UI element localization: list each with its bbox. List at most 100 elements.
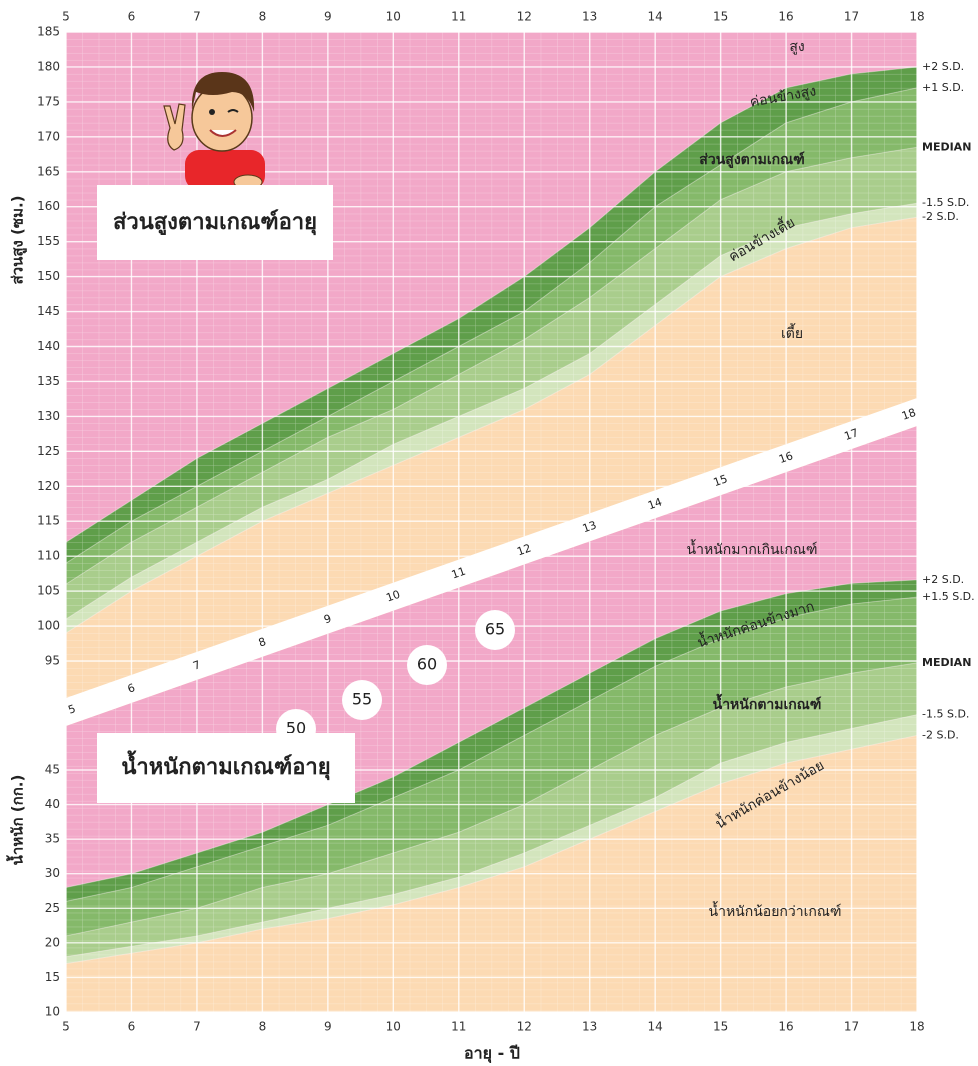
x-tick-label: 11 bbox=[451, 1020, 466, 1034]
x-tick-label: 13 bbox=[582, 1020, 597, 1034]
y-tick-label: 40 bbox=[45, 797, 60, 811]
legend-label: +1.5 S.D. bbox=[922, 590, 975, 603]
sd-curve bbox=[65, 714, 918, 958]
strip-label: 13 bbox=[581, 518, 599, 535]
weight-circle-label: 65 bbox=[485, 620, 505, 639]
y-tick-label: 115 bbox=[37, 514, 60, 528]
y-tick-label: 105 bbox=[37, 584, 60, 598]
legend-label: -2 S.D. bbox=[922, 210, 959, 223]
strip-label: 7 bbox=[191, 658, 202, 673]
x-tick-label: 17 bbox=[844, 10, 859, 24]
y-tick-label: 175 bbox=[37, 94, 60, 108]
y-tick-label: 165 bbox=[37, 164, 60, 178]
x-tick-label: 16 bbox=[778, 10, 793, 24]
y-tick-label: 180 bbox=[37, 59, 60, 73]
x-tick-label: 10 bbox=[386, 1020, 401, 1034]
x-tick-label: 10 bbox=[386, 10, 401, 24]
y-tick-label: 45 bbox=[45, 763, 60, 777]
zone-label: น้ำหนักมากเกินเกณฑ์ bbox=[687, 539, 818, 558]
x-tick-label: 17 bbox=[844, 1020, 859, 1034]
sd-curve bbox=[65, 66, 918, 543]
y-tick-label: 160 bbox=[37, 199, 60, 213]
weight-title: น้ำหนักตามเกณฑ์อายุ bbox=[121, 750, 330, 781]
strip-label: 12 bbox=[515, 542, 533, 559]
weight-circle bbox=[407, 645, 447, 685]
sd-curve bbox=[65, 596, 918, 902]
weight-circle bbox=[475, 610, 515, 650]
y-tick-label: 25 bbox=[45, 901, 60, 915]
strip-label: 6 bbox=[126, 681, 137, 696]
zone-label: น้ำหนักน้อยกว่าเกณฑ์ bbox=[709, 901, 842, 920]
legend-label: +2 S.D. bbox=[922, 573, 964, 586]
y-tick-label: 170 bbox=[37, 129, 60, 143]
sd-curve bbox=[65, 87, 918, 564]
x-tick-label: 6 bbox=[128, 10, 136, 24]
strip-label: 17 bbox=[843, 426, 861, 443]
legend-label: +1 S.D. bbox=[922, 81, 964, 94]
x-tick-label: 13 bbox=[582, 10, 597, 24]
strip-label: 15 bbox=[712, 472, 730, 489]
x-tick-label: 16 bbox=[778, 1020, 793, 1034]
x-tick-label: 9 bbox=[324, 10, 332, 24]
y-tick-label: 10 bbox=[45, 1005, 60, 1019]
y-tick-label: 20 bbox=[45, 935, 60, 949]
x-tick-label: 9 bbox=[324, 1020, 332, 1034]
height-axis-label: ส่วนสูง (ซม.) bbox=[9, 195, 28, 284]
y-tick-label: 30 bbox=[45, 866, 60, 880]
sd-curve bbox=[65, 216, 918, 634]
x-tick-label: 14 bbox=[648, 1020, 663, 1034]
height-title-box bbox=[97, 185, 333, 260]
x-tick-label: 15 bbox=[713, 1020, 728, 1034]
x-axis-label: อายุ - ปี bbox=[464, 1044, 520, 1064]
weight-title-box bbox=[97, 733, 355, 803]
y-tick-label: 145 bbox=[37, 304, 60, 318]
zone-label: สูง bbox=[789, 39, 804, 55]
white-strip bbox=[66, 398, 917, 726]
x-tick-label: 5 bbox=[62, 1020, 70, 1034]
strip-label: 8 bbox=[257, 635, 268, 650]
y-tick-label: 100 bbox=[37, 619, 60, 633]
weight-circle-label: 55 bbox=[352, 690, 372, 709]
x-tick-label: 18 bbox=[909, 1020, 924, 1034]
strip-label: 14 bbox=[646, 495, 664, 512]
sd-curve bbox=[65, 662, 918, 937]
y-tick-label: 185 bbox=[37, 25, 60, 39]
legend-label: MEDIAN bbox=[922, 140, 971, 153]
x-tick-label: 6 bbox=[128, 1020, 136, 1034]
strip-label: 5 bbox=[66, 702, 77, 717]
y-tick-label: 15 bbox=[45, 970, 60, 984]
x-tick-label: 15 bbox=[713, 10, 728, 24]
legend-label: -1.5 S.D. bbox=[922, 196, 969, 209]
strip-label: 16 bbox=[777, 449, 795, 466]
legend-label: MEDIAN bbox=[922, 656, 971, 669]
legend-label: +2 S.D. bbox=[922, 60, 964, 73]
x-tick-label: 14 bbox=[648, 10, 663, 24]
x-tick-label: 8 bbox=[259, 10, 267, 24]
y-tick-label: 150 bbox=[37, 269, 60, 283]
zone-label: ส่วนสูงตามเกณฑ์ bbox=[699, 151, 804, 168]
y-tick-label: 155 bbox=[37, 234, 60, 248]
x-tick-label: 7 bbox=[193, 1020, 201, 1034]
strip-label: 18 bbox=[900, 406, 918, 423]
sd-curve bbox=[65, 579, 918, 889]
legend-label: -2 S.D. bbox=[922, 728, 959, 741]
y-tick-label: 130 bbox=[37, 409, 60, 423]
y-tick-label: 140 bbox=[37, 339, 60, 353]
y-tick-label: 120 bbox=[37, 479, 60, 493]
weight-circle bbox=[342, 680, 382, 720]
legend-label: -1.5 S.D. bbox=[922, 708, 969, 721]
x-tick-label: 18 bbox=[909, 10, 924, 24]
weight-circle-label: 50 bbox=[286, 719, 306, 738]
y-tick-label: 125 bbox=[37, 444, 60, 458]
y-tick-label: 35 bbox=[45, 832, 60, 846]
strip-label: 11 bbox=[450, 565, 468, 582]
x-tick-label: 11 bbox=[451, 10, 466, 24]
zone-label: เตี้ย bbox=[781, 323, 803, 342]
x-tick-label: 7 bbox=[193, 10, 201, 24]
x-tick-label: 12 bbox=[517, 1020, 532, 1034]
x-tick-label: 5 bbox=[62, 10, 70, 24]
weight-circle-label: 60 bbox=[417, 655, 437, 674]
y-tick-label: 135 bbox=[37, 374, 60, 388]
sd-curve bbox=[65, 146, 918, 585]
